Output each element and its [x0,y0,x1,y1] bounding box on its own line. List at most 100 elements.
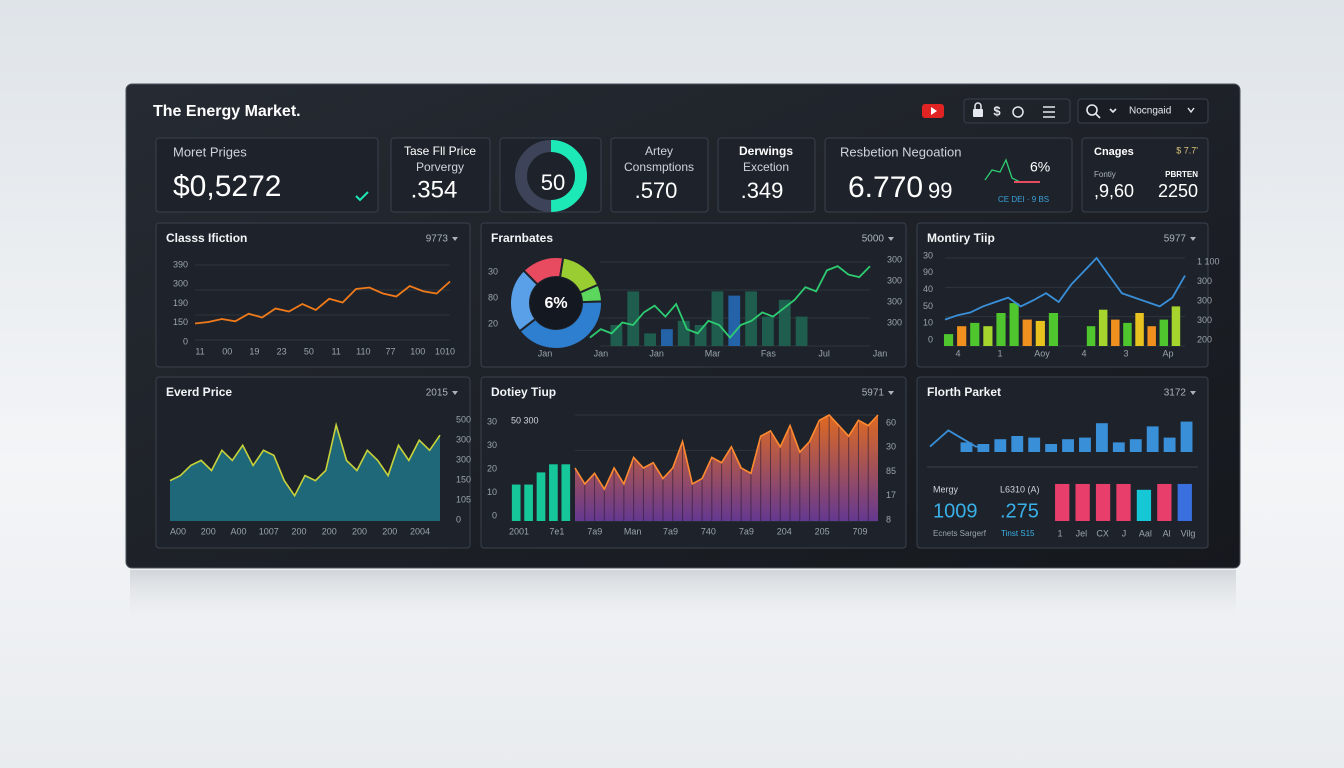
x-tick-label: CX [1096,528,1109,538]
x-tick-label: 200 [201,526,216,536]
kpi-card [610,137,709,213]
x-tick-label: 1010 [435,346,455,356]
list-icon[interactable] [1043,106,1055,118]
chart-menu[interactable]: 9773 [426,234,449,245]
x-tick-label: 2004 [410,526,430,536]
reflection [130,570,1236,630]
x-tick-label: 200 [382,526,397,536]
bar [610,325,623,346]
x-tick-label: Jan [538,348,553,358]
bar [561,464,571,521]
dropdown-chevron[interactable] [1187,107,1195,114]
kpi-label: Cnages [1094,146,1134,158]
x-tick-label: 19 [249,346,259,356]
info-icon[interactable] [1012,106,1024,118]
area [170,425,440,521]
x-tick-label: 1 [1057,528,1062,538]
kpi-value: 6.770 [848,171,923,204]
y2-tick-label: 300 [1197,276,1212,286]
gauge-value: 50 [541,170,565,195]
menu-caret [888,237,894,241]
search-glyphs [1095,108,1117,119]
y-tick-label: 50 [923,301,933,311]
y2-tick-label: 105 [456,494,471,504]
chart-title: Dotiey Tiup [491,385,556,399]
y-tick-label: 30 [487,440,497,450]
bar [1095,483,1111,521]
kpi-item-value: ,9,60 [1094,181,1134,201]
bar [1055,483,1070,521]
bar [1112,442,1125,452]
bar [1079,437,1091,452]
bar [694,325,707,346]
line [929,429,985,448]
bar [994,439,1007,452]
chart-card [155,222,471,368]
x-tick-label: 4 [1081,348,1086,358]
stat-value: 1009 [933,500,978,522]
check-icon [355,191,369,202]
y2-tick-label: 17 [886,490,896,500]
area-line [169,421,441,498]
y2-tick-label: 150 [456,474,471,484]
y-tick-label: 90 [923,267,933,277]
chart-annotation: 50 300 [511,415,539,425]
line [589,265,871,339]
bar [1075,483,1090,521]
y2-tick-label: 85 [886,466,896,476]
search-box[interactable] [1077,98,1209,124]
x-tick-label: Al [1163,528,1171,538]
bar [1147,326,1156,346]
y2-tick-label: 1 100 [1197,256,1220,266]
y2-tick-label: 300 [1197,295,1212,305]
bar [677,320,690,346]
kpi-value: $0,5272 [173,170,281,203]
lock-icon[interactable] [973,109,983,117]
y2-tick-label: 300 [887,254,902,264]
x-tick-label: 7a9 [587,526,602,536]
x-tick-label: 77 [386,346,396,356]
kpi-card [717,137,816,213]
bar [524,484,533,521]
kpi-card [1081,137,1209,213]
chart-title: Everd Price [166,385,232,399]
currency-icon[interactable]: $ [993,103,1001,118]
y2-tick-label: 500 [456,414,471,424]
chart-menu[interactable]: 5000 [862,234,885,245]
bar [1146,426,1159,452]
bar [1116,483,1131,521]
kpi-item-label: PBRTEN [1165,170,1198,179]
search-text[interactable]: Nocngaid [1129,106,1171,117]
bar [1129,439,1142,452]
bar [549,464,558,521]
kpi-value: .349 [741,178,784,203]
bar [1123,322,1132,346]
bar [1111,319,1120,346]
y2-tick-label: 300 [456,434,471,444]
bar [1028,437,1041,452]
kpi-card [824,137,1073,213]
donut-label: 6% [544,295,567,312]
chart-menu[interactable]: 5971 [862,388,885,399]
chart-menu[interactable]: 5977 [1164,234,1187,245]
x-tick-label: Vilg [1181,528,1196,538]
stat-label: Mergy [933,484,959,494]
x-tick-label: 00 [222,346,232,356]
chart-menu[interactable]: 2015 [426,388,449,399]
bar [511,484,521,521]
bar [1163,437,1176,452]
x-tick-label: Mar [705,348,721,358]
x-tick-label: A00 [170,526,186,536]
bar [627,291,640,346]
x-tick-label: Fas [761,348,777,358]
bar [960,442,973,452]
bar [1095,423,1108,452]
kpi-card [390,137,491,213]
menu-caret [452,391,458,395]
chart-menu[interactable]: 3172 [1164,388,1187,399]
stat-note: Tinst S15 [1001,529,1035,538]
kpi-badge: 6% [1030,159,1050,175]
area-line [574,413,879,491]
y-tick-label: 150 [173,317,188,327]
x-tick-label: 23 [277,346,287,356]
